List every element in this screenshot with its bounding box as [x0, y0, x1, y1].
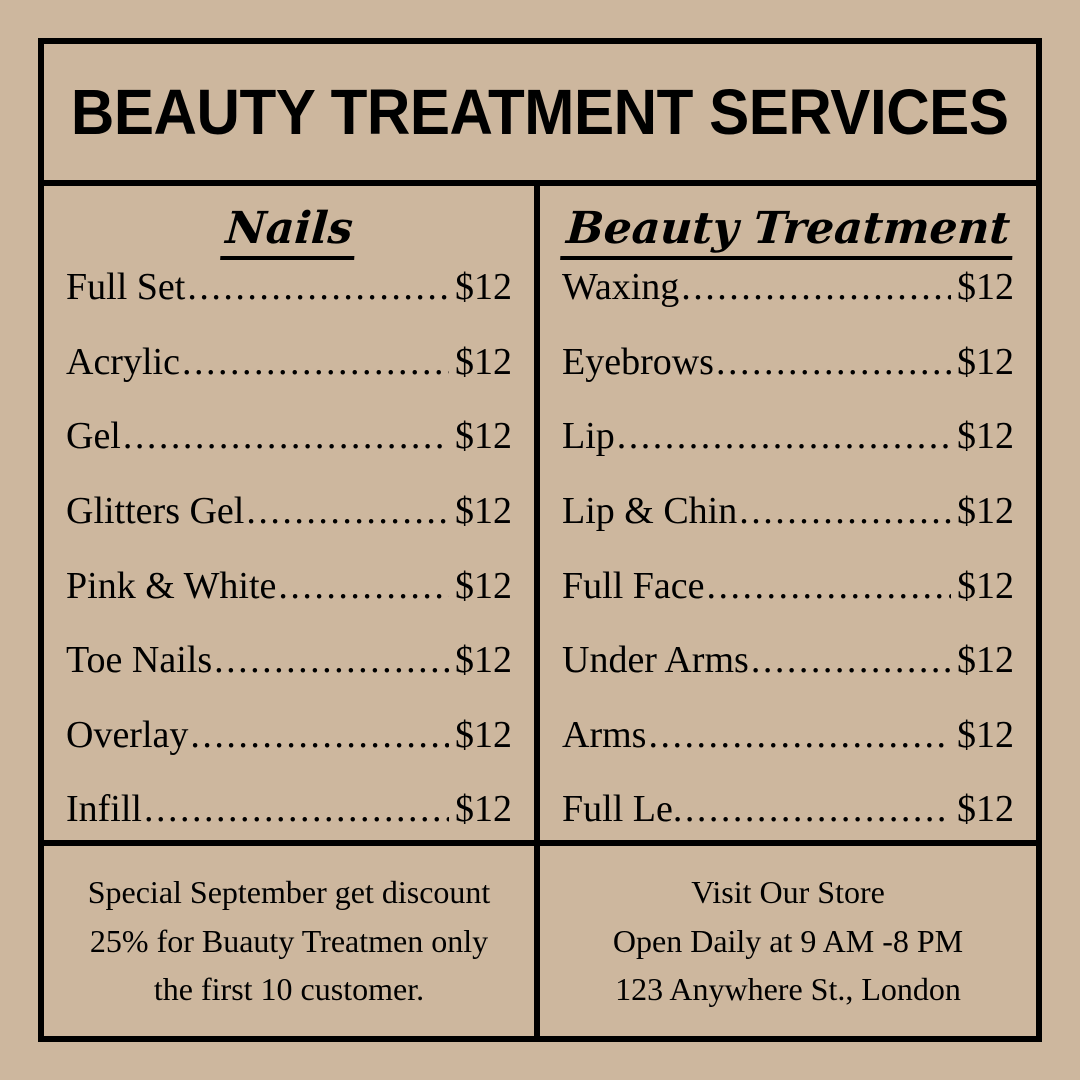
item-price: $12	[455, 639, 512, 682]
item-price: $12	[957, 266, 1014, 309]
item-price: $12	[455, 713, 512, 756]
list-item: Eyebrows $12	[562, 341, 1014, 385]
item-name: Full Le	[562, 788, 673, 831]
item-price: $12	[957, 340, 1014, 383]
item-name: Waxing	[562, 266, 680, 309]
item-name: Acrylic	[66, 340, 180, 383]
item-name: Overlay	[66, 713, 189, 756]
dot-leader	[278, 565, 449, 609]
dot-leader	[739, 490, 951, 534]
footer-promo-line-2: 25% for Buauty Treatmen only	[89, 922, 489, 959]
item-name: Eyebrows	[562, 340, 714, 383]
price-list-beauty-treatment: Waxing $12 Eyebrows $12 Lip $12 Lip & Ch…	[562, 266, 1014, 840]
list-item: Acrylic $12	[66, 341, 512, 385]
item-price: $12	[957, 788, 1014, 831]
dot-leader	[246, 490, 449, 534]
item-price: $12	[957, 639, 1014, 682]
list-item: Infill $12	[66, 788, 512, 832]
list-item: Lip $12	[562, 415, 1014, 459]
item-name: Under Arms	[562, 639, 749, 682]
menu-column-beauty-treatment: Beauty Treatment Waxing $12 Eyebrows $12…	[540, 186, 1036, 840]
footer-store-line-3: 123 Anywhere St., London	[615, 971, 961, 1008]
item-name: Arms	[562, 713, 647, 756]
section-heading-nails-label: Nails	[219, 203, 359, 261]
list-item: Full Le $12	[562, 788, 1014, 832]
footer: Special September get discount 25% for B…	[44, 840, 1036, 1036]
dot-leader	[182, 341, 449, 385]
dot-leader	[187, 266, 449, 310]
price-list-nails: Full Set $12 Acrylic $12 Gel $12 Glitter…	[66, 266, 512, 840]
title-band: BEAUTY TREATMENT SERVICES	[44, 44, 1036, 186]
item-name: Lip & Chin	[562, 489, 738, 532]
item-price: $12	[455, 788, 512, 831]
item-name: Lip	[562, 415, 615, 458]
list-item: Toe Nails $12	[66, 639, 512, 683]
item-name: Full Face	[562, 564, 705, 607]
dot-leader	[716, 341, 951, 385]
list-item: Under Arms $12	[562, 639, 1014, 683]
dot-leader	[123, 415, 449, 459]
list-item: Lip & Chin $12	[562, 490, 1014, 534]
menu-sections: Nails Full Set $12 Acrylic $12 Gel $12	[44, 186, 1036, 840]
list-item: Arms $12	[562, 714, 1014, 758]
footer-store-line-2: Open Daily at 9 AM -8 PM	[612, 922, 964, 959]
dot-leader	[190, 714, 449, 758]
item-price: $12	[957, 564, 1014, 607]
item-name: Infill	[66, 788, 142, 831]
dot-leader	[144, 788, 449, 832]
footer-store-line-1: Visit Our Store	[691, 874, 885, 911]
item-price: $12	[455, 266, 512, 309]
dot-leader	[673, 788, 951, 832]
list-item: Pink & White $12	[66, 565, 512, 609]
item-price: $12	[455, 489, 512, 532]
page-title: BEAUTY TREATMENT SERVICES	[71, 76, 1009, 148]
menu-column-nails: Nails Full Set $12 Acrylic $12 Gel $12	[44, 186, 540, 840]
list-item: Full Set $12	[66, 266, 512, 310]
list-item: Glitters Gel $12	[66, 490, 512, 534]
item-price: $12	[957, 489, 1014, 532]
item-name: Gel	[66, 415, 121, 458]
item-name: Full Set	[66, 266, 186, 309]
list-item: Overlay $12	[66, 714, 512, 758]
section-heading-beauty-treatment: Beauty Treatment	[560, 203, 1016, 261]
item-price: $12	[455, 340, 512, 383]
footer-promo-line-3: the first 10 customer.	[153, 971, 425, 1008]
item-price: $12	[455, 564, 512, 607]
footer-promo: Special September get discount 25% for B…	[44, 846, 540, 1036]
footer-promo-line-1: Special September get discount	[87, 874, 491, 911]
item-name: Toe Nails	[66, 639, 213, 682]
dot-leader	[648, 714, 951, 758]
dot-leader	[706, 565, 951, 609]
item-price: $12	[957, 415, 1014, 458]
item-name: Glitters Gel	[66, 489, 245, 532]
list-item: Waxing $12	[562, 266, 1014, 310]
menu-poster: BEAUTY TREATMENT SERVICES Nails Full Set…	[38, 38, 1042, 1042]
item-name: Pink & White	[66, 564, 277, 607]
section-heading-beauty-treatment-label: Beauty Treatment	[560, 203, 1016, 261]
dot-leader	[617, 415, 951, 459]
footer-store-info: Visit Our Store Open Daily at 9 AM -8 PM…	[540, 846, 1036, 1036]
dot-leader	[214, 639, 449, 683]
dot-leader	[751, 639, 951, 683]
list-item: Gel $12	[66, 415, 512, 459]
section-heading-nails: Nails	[64, 203, 514, 261]
list-item: Full Face $12	[562, 565, 1014, 609]
item-price: $12	[957, 713, 1014, 756]
dot-leader	[681, 266, 951, 310]
item-price: $12	[455, 415, 512, 458]
